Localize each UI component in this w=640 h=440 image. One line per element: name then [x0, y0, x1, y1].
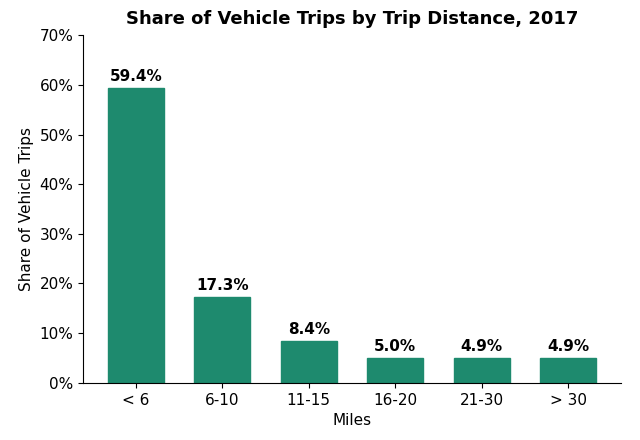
Bar — [194, 297, 250, 383]
Bar — [367, 358, 424, 383]
Text: 8.4%: 8.4% — [288, 322, 330, 337]
Text: 59.4%: 59.4% — [109, 69, 162, 84]
Title: Share of Vehicle Trips by Trip Distance, 2017: Share of Vehicle Trips by Trip Distance,… — [126, 10, 578, 28]
Y-axis label: Share of Vehicle Trips: Share of Vehicle Trips — [19, 127, 34, 291]
Bar — [108, 88, 164, 383]
Text: 4.9%: 4.9% — [547, 340, 589, 355]
Text: 5.0%: 5.0% — [374, 339, 416, 354]
Bar — [540, 359, 596, 383]
Bar — [454, 359, 510, 383]
Text: 4.9%: 4.9% — [461, 340, 503, 355]
Text: 17.3%: 17.3% — [196, 278, 248, 293]
X-axis label: Miles: Miles — [332, 413, 372, 428]
Bar — [280, 341, 337, 383]
